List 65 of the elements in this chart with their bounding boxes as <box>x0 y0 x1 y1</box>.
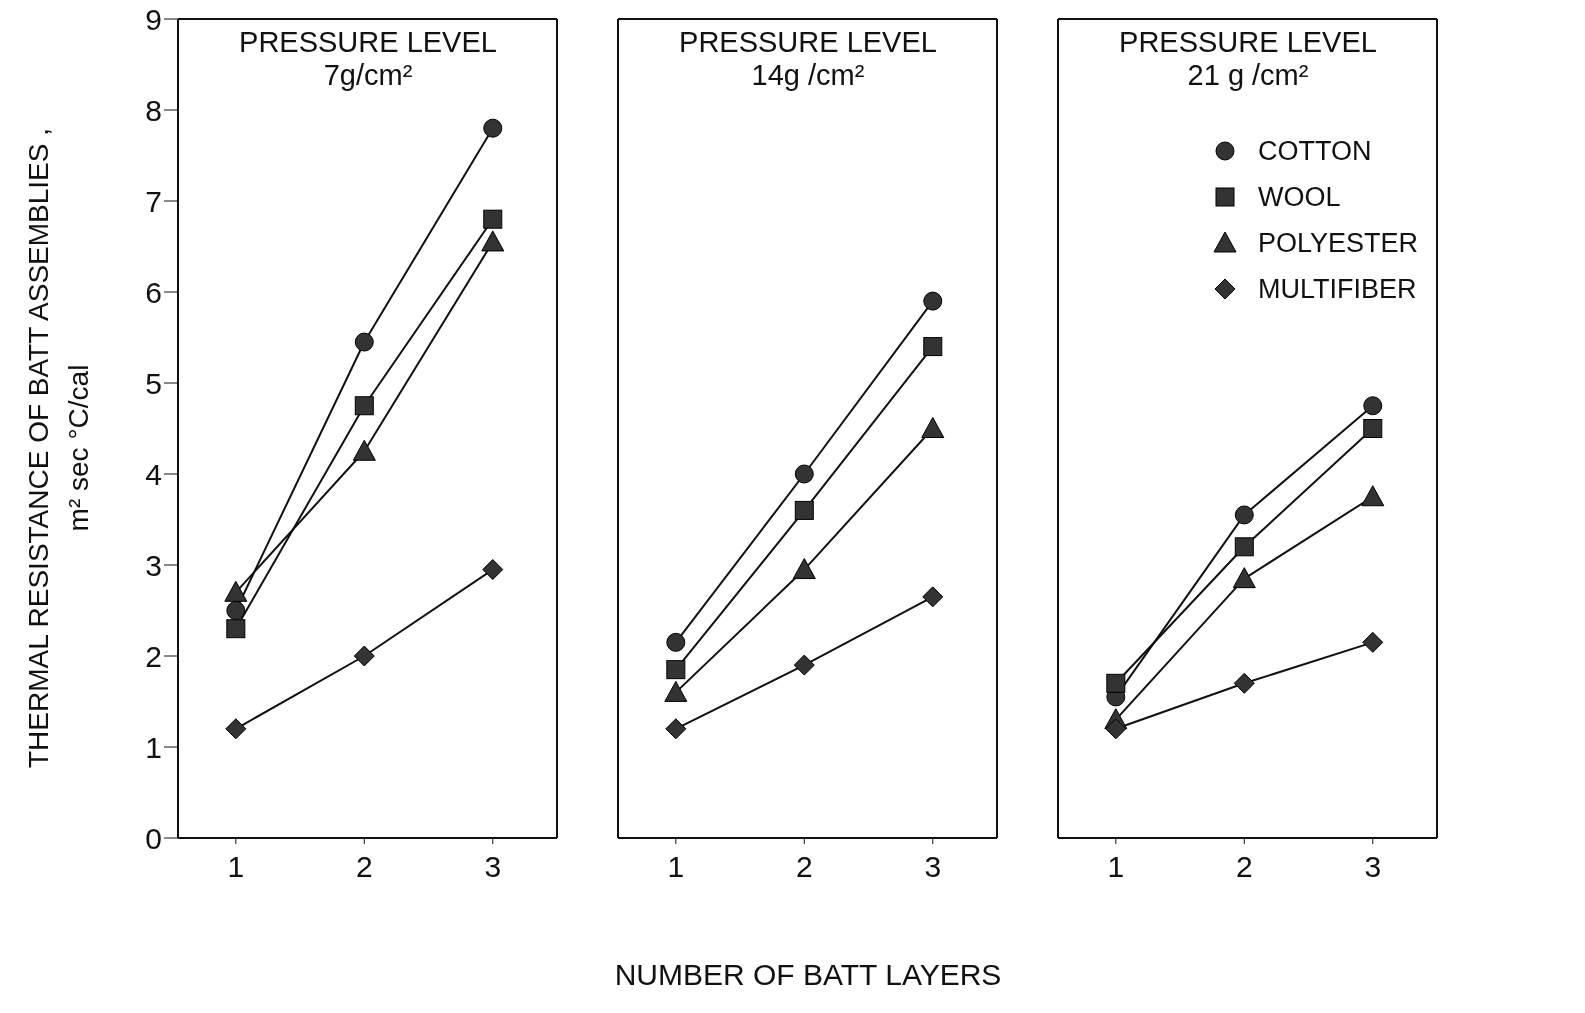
point <box>226 619 246 639</box>
point <box>666 660 686 680</box>
point <box>354 332 374 352</box>
point <box>923 291 943 311</box>
point <box>354 396 374 416</box>
y-tick-label: 1 <box>145 730 162 764</box>
x-tick-label: 1 <box>667 850 685 884</box>
chart-title: PRESSURE LEVEL <box>238 26 498 59</box>
point <box>352 439 376 461</box>
legend-label: MULTIFIBER <box>1257 273 1417 305</box>
point <box>1363 419 1383 438</box>
point <box>483 118 503 138</box>
point <box>1233 672 1255 694</box>
point <box>1234 505 1254 525</box>
point <box>1234 537 1254 557</box>
legend-label: WOOL <box>1257 181 1341 213</box>
point <box>921 417 945 438</box>
text: 21 g /cm² <box>1186 59 1310 92</box>
legend-label: POLYESTER <box>1257 227 1418 259</box>
point <box>481 230 505 252</box>
point <box>1232 567 1256 589</box>
point <box>793 654 815 676</box>
y-tick-label: 2 <box>145 639 162 673</box>
x-axis-title: NUMBER OF BATT LAYERS <box>613 958 1003 992</box>
y-tick-label: 5 <box>145 366 162 400</box>
chart-title: PRESSURE LEVEL <box>678 26 938 59</box>
point <box>1362 631 1384 653</box>
point <box>483 209 503 229</box>
point <box>226 601 246 620</box>
x-tick-label: 2 <box>795 850 813 884</box>
point <box>482 559 504 581</box>
point <box>1106 673 1126 693</box>
y-axis-title: THERMAL RESISTANCE OF BATT ASSEMBLIES , m² sec °C/cal <box>23 128 94 768</box>
point <box>225 718 247 740</box>
y-tick-label: 7 <box>145 184 162 218</box>
point <box>353 645 375 667</box>
point <box>665 718 687 740</box>
point <box>792 558 816 580</box>
point <box>224 580 248 602</box>
point <box>666 632 686 652</box>
point <box>794 500 814 520</box>
x-tick-label: 2 <box>355 850 373 884</box>
text: 14g /cm² <box>750 59 866 92</box>
x-tick-label: 1 <box>227 850 245 884</box>
point <box>1361 485 1385 507</box>
x-tick-label: 1 <box>1107 850 1125 884</box>
chart-title: PRESSURE LEVEL <box>1118 26 1378 59</box>
point <box>1105 718 1127 740</box>
point <box>923 337 943 357</box>
point <box>794 464 814 484</box>
y-tick-label: 3 <box>145 548 162 582</box>
point <box>664 680 688 702</box>
x-tick-label: 3 <box>484 850 502 884</box>
y-tick-label: 4 <box>145 457 162 491</box>
x-tick-label: 3 <box>924 850 942 884</box>
x-tick-label: 2 <box>1235 850 1253 884</box>
point <box>1363 396 1383 416</box>
y-tick-label: 6 <box>145 275 162 309</box>
text: 7g/cm² <box>322 59 414 92</box>
legend-label: COTTON <box>1257 135 1372 167</box>
x-tick-label: 3 <box>1364 850 1382 884</box>
y-tick-label: 8 <box>145 93 162 127</box>
y-tick-label: 0 <box>145 821 162 855</box>
point <box>922 586 944 608</box>
y-tick-label: 9 <box>145 2 162 36</box>
